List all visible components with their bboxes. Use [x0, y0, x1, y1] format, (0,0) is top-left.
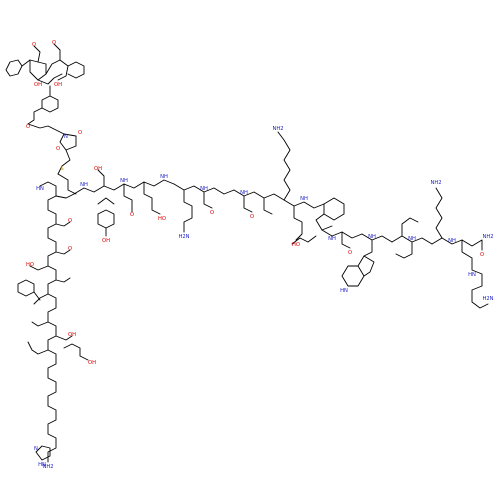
atom-amide-nitrogen: NH: [448, 238, 456, 244]
atom-oxygen: O: [348, 250, 352, 256]
atom-amine: NH2: [272, 126, 283, 132]
atom-amide-nitrogen: NH: [408, 236, 416, 242]
atom-nitrogen: N: [34, 446, 38, 452]
atom-amide-nitrogen: NH: [80, 182, 88, 188]
atom-amine: NH2: [482, 234, 493, 240]
atom-oxygen: O: [68, 246, 72, 252]
bond-lines: [5, 43, 489, 463]
atom-oxygen: O: [480, 252, 484, 258]
atom-amide-nitrogen: NH: [368, 234, 376, 240]
atom-amine: H2N: [178, 234, 189, 240]
atom-oxygen: O: [52, 40, 56, 46]
atom-amide-nitrogen: HN: [38, 462, 46, 468]
atom-amide-nitrogen: HN: [340, 288, 348, 294]
atom-amide-nitrogen: HN: [468, 272, 476, 278]
atom-hydroxyl: OH: [34, 82, 42, 88]
atom-oxygen: O: [210, 210, 214, 216]
atom-nitrogen: N: [64, 134, 68, 140]
atom-oxygen: O: [78, 130, 82, 136]
atom-hydroxyl: OH: [88, 360, 96, 366]
atom-oxygen: O: [32, 42, 36, 48]
atom-hydroxyl: OH: [102, 238, 110, 244]
atom-labels: O O OH OH O O O OH OH O O HO OH OH O HO …: [26, 40, 494, 470]
atom-hydroxyl: HO: [158, 216, 166, 222]
atom-amide-nitrogen: NH: [240, 190, 248, 196]
atom-hydroxyl: HO: [26, 262, 34, 268]
atom-oxygen: O: [56, 146, 60, 152]
atom-oxygen: O: [26, 124, 30, 130]
atom-amide-nitrogen: NH: [328, 236, 336, 242]
atom-amine: NH2: [430, 180, 441, 186]
atom-amine: NH2: [42, 464, 53, 470]
atom-amide-nitrogen: NH: [160, 174, 168, 180]
atom-amide-nitrogen: NH: [200, 186, 208, 192]
atom-amide-nitrogen: NH: [120, 178, 128, 184]
atom-oxygen: O: [250, 214, 254, 220]
atom-hydroxyl: OH: [54, 82, 62, 88]
atom-amide-nitrogen: NH: [300, 196, 308, 202]
atom-hydroxyl: OH: [94, 166, 102, 172]
atom-amide-nitrogen: HN: [36, 186, 44, 192]
atom-hydroxyl: HO: [292, 242, 300, 248]
atom-oxygen: O: [68, 218, 72, 224]
atom-oxygen: O: [130, 212, 134, 218]
atom-sulfur: S: [60, 166, 63, 172]
atom-hydroxyl: OH: [68, 332, 76, 338]
atom-amine: H2N: [482, 296, 493, 302]
